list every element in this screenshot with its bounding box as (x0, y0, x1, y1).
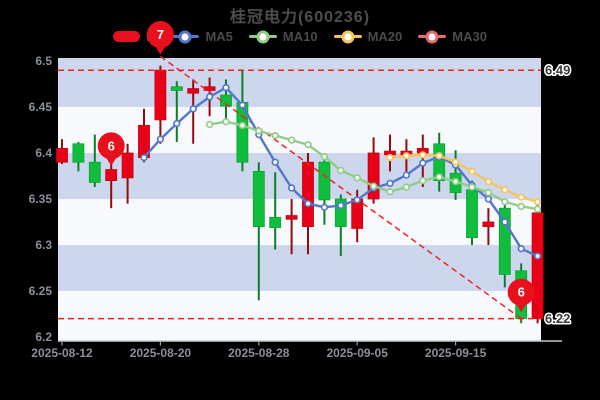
k-series-swatch-icon (113, 31, 141, 42)
svg-text:2025-09-05: 2025-09-05 (327, 346, 389, 360)
legend-item-ma5[interactable]: MA5 (171, 29, 233, 44)
legend-item-ma20[interactable]: MA20 (333, 29, 403, 44)
candlestick-series (56, 65, 544, 324)
svg-text:6.49: 6.49 (545, 63, 570, 78)
ma5-series-swatch-icon (171, 30, 200, 43)
y-axis-labels: 6.5 6.45 6.4 6.35 6.3 6.25 6.2 (29, 54, 53, 344)
svg-text:2025-08-28: 2025-08-28 (228, 346, 290, 360)
pin-count-label: 6 (108, 138, 115, 153)
svg-text:6.3: 6.3 (35, 238, 52, 252)
candle[interactable] (56, 139, 68, 165)
legend-label-ma5: MA5 (205, 29, 233, 44)
candle[interactable] (531, 200, 544, 324)
legend-label-ma20: MA20 (367, 29, 403, 44)
marker-pin: 6 (97, 132, 125, 166)
candle[interactable] (269, 172, 282, 250)
ma30-series-swatch-icon (418, 30, 447, 43)
svg-text:2025-08-12: 2025-08-12 (31, 346, 93, 360)
candle[interactable] (72, 141, 85, 172)
candle[interactable] (367, 137, 380, 204)
svg-text:6.4: 6.4 (35, 146, 52, 160)
trend-line (159, 55, 522, 320)
candle[interactable] (88, 134, 101, 188)
candle[interactable] (170, 81, 183, 142)
svg-text:6.5: 6.5 (35, 54, 52, 68)
marker-pin: 7 (146, 21, 174, 55)
pin-count-label: 6 (518, 285, 525, 300)
svg-text:2025-09-15: 2025-09-15 (425, 346, 487, 360)
svg-text:6.35: 6.35 (29, 192, 53, 206)
legend-item-ma30[interactable]: MA30 (418, 29, 487, 44)
x-axis-labels: 2025-08-12 2025-08-20 2025-08-28 2025-09-05… (31, 346, 486, 360)
page-title: 桂冠电力(600236) (229, 9, 371, 26)
x-axis (58, 340, 562, 346)
candle[interactable] (498, 199, 511, 288)
svg-text:6.45: 6.45 (29, 100, 53, 114)
ma-line-ma10 (205, 118, 542, 213)
candle[interactable] (285, 199, 298, 255)
ma10-series-swatch-icon (248, 30, 277, 43)
svg-text:2025-08-20: 2025-08-20 (130, 346, 192, 360)
candle[interactable] (121, 143, 134, 204)
ma-line-ma5 (140, 84, 542, 260)
legend-label-ma10: MA10 (282, 29, 318, 44)
svg-text:6.25: 6.25 (29, 284, 53, 298)
candle[interactable] (433, 132, 446, 192)
candle[interactable] (318, 160, 331, 225)
pin-count-label: 7 (157, 27, 164, 42)
legend-item-ma10[interactable]: MA10 (248, 29, 318, 44)
candle[interactable] (482, 208, 495, 245)
reference-lines (58, 55, 541, 320)
legend-label-ma30: MA30 (452, 29, 487, 44)
reference-value-labels: 6.49 6.22 (544, 61, 572, 327)
svg-text:6.22: 6.22 (545, 311, 570, 326)
candle[interactable] (252, 162, 265, 301)
svg-text:6.2: 6.2 (35, 330, 52, 344)
candle[interactable] (105, 164, 118, 209)
marker-pin: 6 (507, 278, 535, 313)
ma-line-ma20 (386, 151, 542, 206)
ma20-series-swatch-icon (333, 30, 362, 43)
signal-pins: 6 7 6 (97, 21, 535, 313)
